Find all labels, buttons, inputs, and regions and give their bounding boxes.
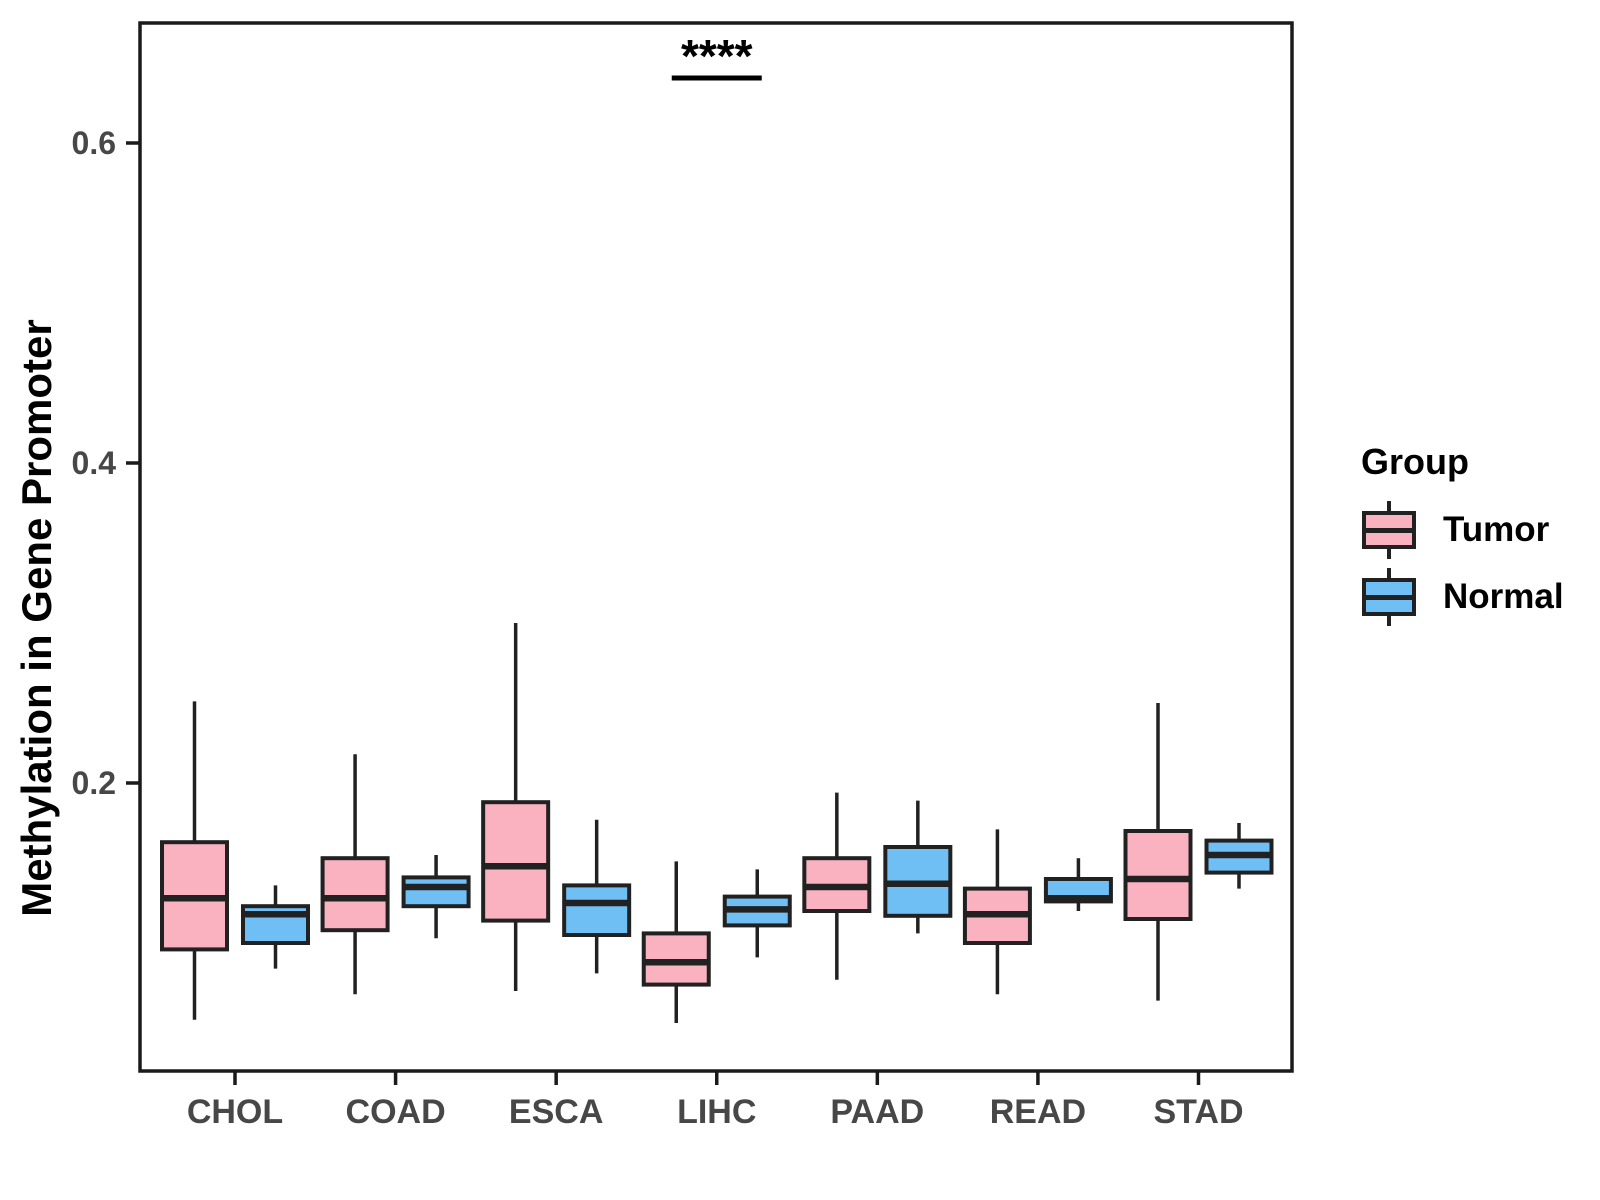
legend-entry-tumor: Tumor — [1361, 501, 1564, 559]
x-tick-label-CHOL: CHOL — [187, 1093, 283, 1131]
box-tumor-COAD — [320, 856, 390, 933]
box-normal-ESCA — [562, 883, 632, 938]
box-normal-COAD — [401, 875, 471, 909]
x-tick-label-LIHC: LIHC — [677, 1093, 756, 1131]
legend: Group Tumor Normal — [1333, 441, 1564, 635]
y-tick-label: 0.6 — [72, 125, 116, 161]
x-tick-label-COAD: COAD — [346, 1093, 446, 1131]
legend-label-tumor: Tumor — [1443, 510, 1550, 549]
box-tumor-STAD — [1123, 829, 1193, 921]
y-tick-label: 0.4 — [72, 445, 117, 481]
legend-label-normal: Normal — [1443, 577, 1564, 616]
key-box — [1362, 578, 1416, 616]
plot-panel — [138, 21, 1294, 1073]
x-tick-label-READ: READ — [990, 1093, 1086, 1131]
significance-stars: **** — [681, 30, 753, 82]
y-tick-label: 0.2 — [72, 765, 116, 801]
x-tick-label-ESCA: ESCA — [509, 1093, 603, 1131]
key-median — [1366, 527, 1412, 533]
x-tick-label-PAAD: PAAD — [830, 1093, 924, 1131]
y-axis-title: Methylation in Gene Promoter — [13, 319, 60, 917]
x-tick-label-STAD: STAD — [1153, 1093, 1243, 1131]
box-tumor-ESCA — [481, 800, 551, 923]
boxplot-key-icon-normal — [1361, 568, 1417, 626]
legend-entry-normal: Normal — [1361, 568, 1564, 626]
boxplot-key-icon-tumor — [1361, 501, 1417, 559]
legend-title: Group — [1361, 441, 1469, 482]
key-median — [1366, 594, 1412, 600]
key-box — [1362, 511, 1416, 549]
